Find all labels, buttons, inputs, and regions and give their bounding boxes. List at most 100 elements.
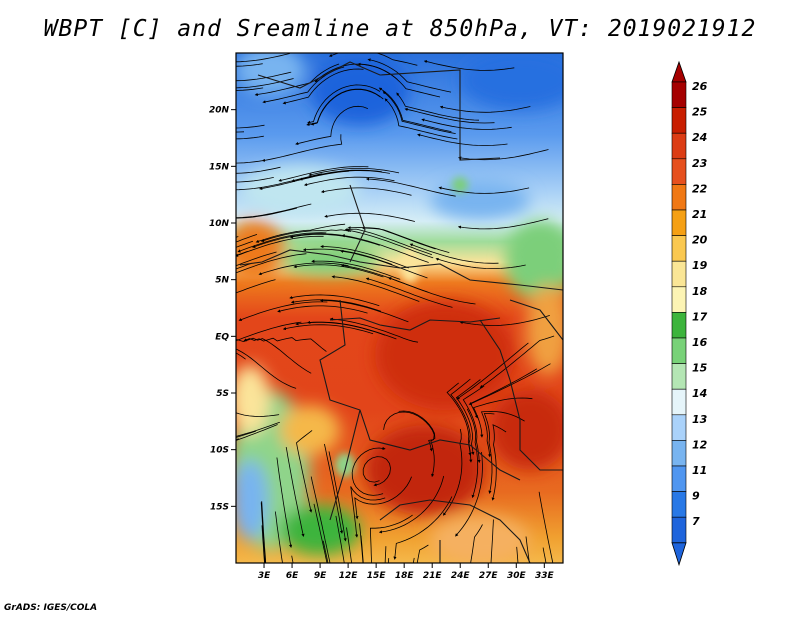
colorbar-label: 22 [692, 182, 708, 195]
colorbar-label: 25 [692, 106, 708, 119]
lat-tick-label: 5N [215, 276, 229, 286]
streamline [236, 251, 277, 267]
streamline [237, 232, 327, 253]
streamline [365, 177, 456, 197]
colorbar-label: 14 [692, 387, 707, 400]
colorbar-label: 24 [692, 131, 707, 144]
streamline [367, 58, 452, 93]
streamline [255, 223, 346, 243]
lat-tick-label: 5S [216, 389, 229, 399]
streamline [417, 133, 508, 146]
streamline [261, 525, 265, 563]
streamline [274, 511, 283, 563]
colorbar-swatch [671, 81, 687, 108]
streamline [365, 277, 453, 308]
streamline [416, 544, 429, 563]
streamline [236, 135, 264, 140]
streamline [369, 514, 413, 563]
streamline [254, 63, 340, 97]
streamline [259, 170, 349, 190]
streamline [278, 166, 369, 182]
colorbar-swatch [671, 209, 687, 236]
country-borders [239, 61, 563, 563]
colorbar-label: 18 [692, 285, 708, 298]
streamline [435, 257, 526, 269]
colorbar-swatch [671, 235, 687, 262]
colorbar-label: 7 [692, 515, 700, 528]
colorbar-label: 16 [692, 336, 708, 349]
colorbar-label: 23 [692, 157, 708, 170]
lon-tick-label: 12E [339, 571, 359, 581]
colorbar-label: 12 [692, 438, 708, 451]
streamline [306, 88, 381, 126]
streamline [236, 124, 265, 129]
streamline [480, 410, 525, 458]
streamline [252, 233, 342, 248]
streamline [236, 337, 312, 374]
colorbar-swatch [671, 286, 687, 313]
streamline [236, 352, 246, 360]
colorbar-label: 19 [692, 259, 708, 272]
colorbar-label: 26 [692, 80, 708, 93]
colorbar: 26 25 24 23 22 21 20 19 18 17 16 15 14 13 12 11 9 7 [671, 60, 708, 567]
lat-tick-label: 10N [209, 219, 230, 229]
streamline [324, 443, 344, 534]
streamlines [236, 53, 555, 563]
streamline [236, 78, 294, 89]
streamline [456, 342, 529, 400]
streamline [341, 234, 429, 263]
streamline [490, 519, 494, 563]
streamline [236, 53, 290, 63]
colorbar-swatch [671, 440, 687, 467]
streamline [319, 298, 409, 323]
streamline [236, 348, 297, 389]
streamline [258, 262, 349, 276]
lon-tick-label: 24E [451, 571, 471, 581]
streamline [236, 63, 263, 67]
streamline [295, 105, 369, 146]
streamline [346, 527, 353, 563]
streamline [310, 476, 332, 563]
streamline [344, 227, 433, 256]
streamline [276, 457, 293, 548]
streamline [350, 486, 386, 538]
streamline [439, 105, 531, 113]
streamline [236, 412, 280, 417]
streamline [398, 410, 436, 478]
streamline [236, 236, 239, 238]
streamline [236, 235, 324, 257]
streamline [320, 244, 409, 269]
wbpt-shading [236, 53, 563, 563]
lat-tick-label: 10S [210, 446, 229, 456]
streamline [236, 424, 278, 441]
colorbar-swatch [671, 107, 687, 134]
streamline [236, 234, 258, 243]
colorbar-swatch [671, 158, 687, 185]
streamline [450, 378, 472, 456]
streamline [351, 446, 386, 496]
streamline [455, 379, 481, 456]
streamline [396, 92, 480, 121]
colorbar-label: 20 [692, 234, 708, 247]
lon-tick-label: 15E [367, 571, 387, 581]
streamline [236, 279, 276, 294]
streamline [462, 385, 485, 464]
lon-tick-label: 21E [423, 571, 443, 581]
streamline [236, 173, 323, 191]
streamline [357, 62, 441, 98]
colorbar-label: 21 [692, 208, 707, 221]
streamline [331, 275, 420, 302]
streamline [261, 501, 267, 563]
streamline [289, 233, 380, 246]
grads-footer: GrADS: IGES/COLA [4, 603, 98, 613]
streamline [362, 456, 391, 487]
latitude-axis: 20N 15N 10N 5N EQ 5S 10S 15S [209, 106, 236, 512]
streamline [291, 555, 294, 563]
streamline [295, 321, 386, 336]
streamline [296, 430, 313, 513]
streamline [308, 167, 400, 177]
streamline [289, 294, 380, 307]
streamline [307, 84, 381, 124]
streamline [409, 243, 499, 264]
streamline [378, 87, 452, 132]
